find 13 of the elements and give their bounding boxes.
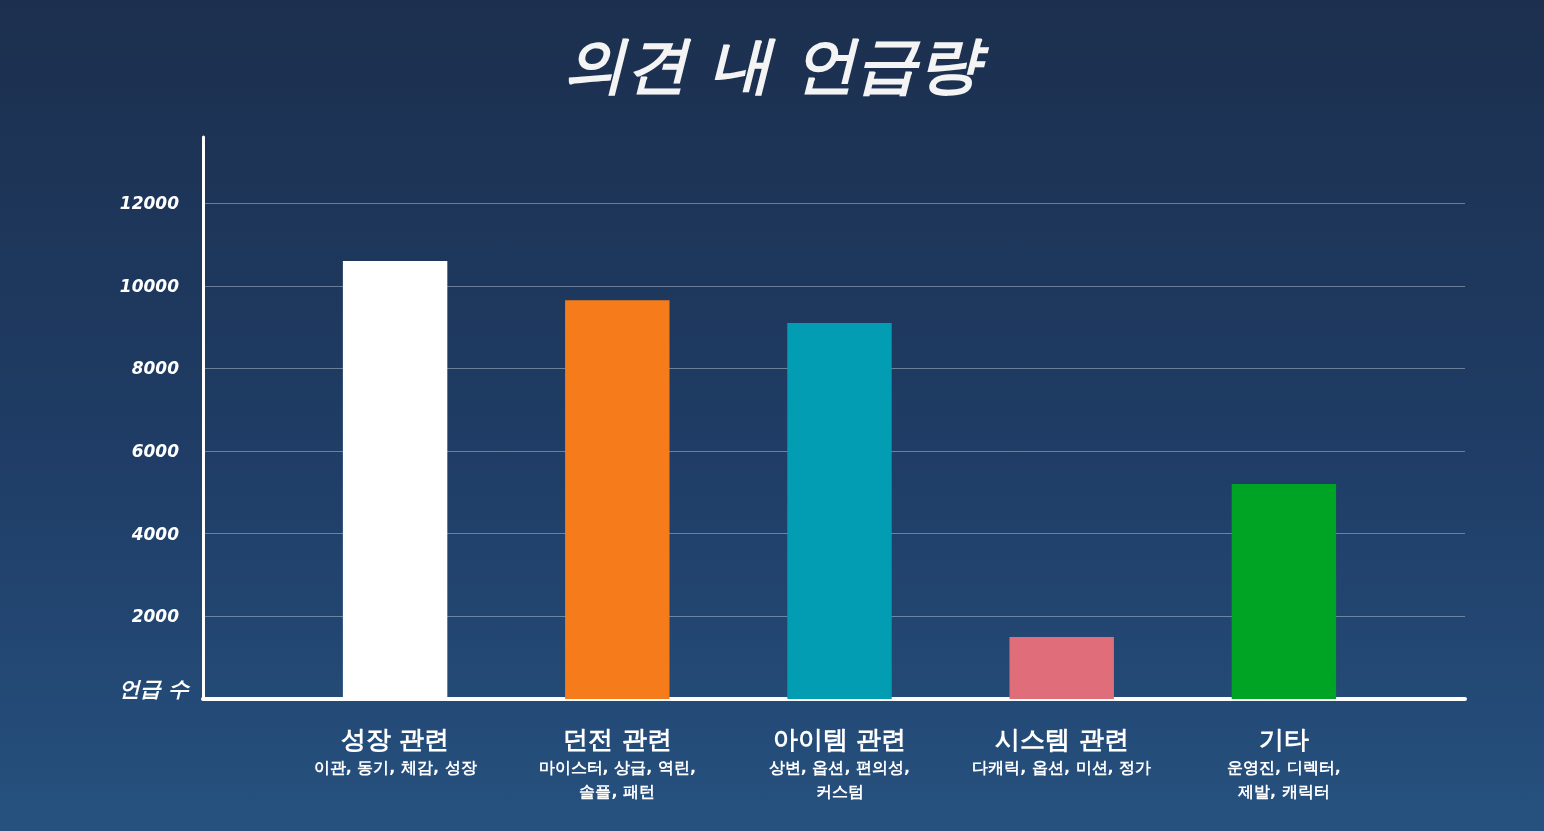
y-tick-label: 8000 — [131, 358, 180, 379]
y-tick-label: 12000 — [119, 193, 180, 214]
x-tick-label: 시스템 관련 다캐릭, 옵션, 미션, 정가 — [972, 724, 1152, 777]
y-tick-label: 2000 — [131, 606, 180, 627]
x-tick-label: 아이템 관련 상변, 옵션, 편의성, 커스텀 — [768, 724, 911, 801]
x-tick-label: 성장 관련 이관, 동기, 체감, 성장 — [313, 724, 477, 777]
y-tick-label: 6000 — [131, 441, 180, 462]
x-tick-label: 기타 운영진, 디렉터, 제발, 캐릭터 — [1227, 724, 1341, 801]
y-axis-title: 언급 수 — [118, 677, 191, 701]
y-tick-label: 4000 — [130, 523, 180, 544]
y-tick-label: 10000 — [119, 275, 180, 296]
x-tick-label: 던전 관련 마이스터, 상급, 역린, 솔플, 패턴 — [538, 724, 696, 801]
chart-title: 의견 내 언급량 — [564, 27, 990, 101]
